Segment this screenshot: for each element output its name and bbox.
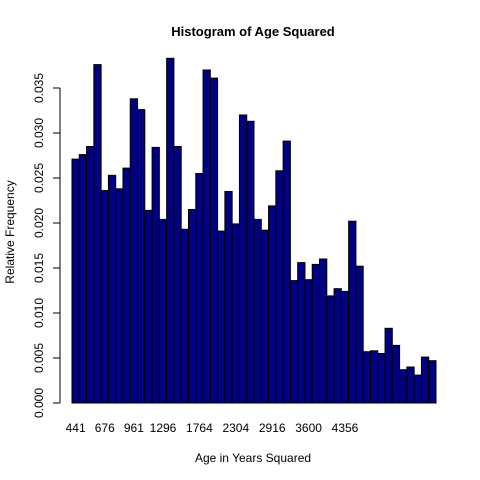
histogram-bar <box>129 98 139 404</box>
histogram-bar <box>413 374 422 404</box>
histogram-bar <box>187 209 197 404</box>
histogram-bar <box>340 290 350 404</box>
y-axis-label: Relative Frequency <box>3 180 17 283</box>
x-tick-label: 961 <box>124 421 144 435</box>
histogram-bar <box>282 140 291 404</box>
x-tick-label: 676 <box>95 421 115 435</box>
x-tick-label: 4356 <box>332 421 359 435</box>
histogram-bar <box>246 120 255 404</box>
histogram-bar <box>333 288 342 404</box>
histogram-bar <box>260 229 270 404</box>
x-tick-label: 1296 <box>150 421 177 435</box>
histogram-bar <box>107 174 117 404</box>
histogram-bar <box>100 190 109 404</box>
histogram-bar <box>420 356 430 404</box>
y-tick-label: 0.020 <box>32 208 46 238</box>
histogram-bar <box>158 218 168 404</box>
x-ticks-group: 441 676 961 1296 1764 2304 2916 3600 4356 <box>66 421 359 435</box>
x-tick-label: 3600 <box>295 421 322 435</box>
y-tick-label: 0.005 <box>32 343 46 373</box>
histogram-bar <box>289 280 299 404</box>
histogram-bar <box>268 205 277 404</box>
histogram-bar <box>275 170 284 404</box>
histogram-bar <box>195 173 204 404</box>
x-tick-label: 1764 <box>186 421 213 435</box>
histogram-bar <box>202 69 211 404</box>
y-tick-label: 0.010 <box>32 298 46 328</box>
histogram-bar <box>86 146 95 404</box>
histogram-bar <box>297 262 306 404</box>
histogram-bar <box>144 209 153 404</box>
histogram-bar <box>217 230 226 404</box>
histogram-bar <box>355 265 364 404</box>
y-tick-label: 0.015 <box>32 253 46 283</box>
histogram-bar <box>78 154 88 404</box>
y-tick-label: 0.025 <box>32 163 46 193</box>
y-ticks-group: 0.000 0.005 0.010 0.015 0.020 0.025 0.030 0.035 <box>32 73 60 418</box>
histogram-bar <box>311 263 321 404</box>
y-tick-label: 0.000 <box>32 388 46 418</box>
histogram-bar <box>326 295 335 404</box>
x-tick-label: 441 <box>66 421 86 435</box>
histogram-bar <box>137 109 146 404</box>
histogram-bar <box>180 228 189 404</box>
x-tick-label: 2304 <box>222 421 249 435</box>
histogram-bar <box>209 77 219 404</box>
histogram-bar <box>362 351 371 404</box>
histogram-bar <box>231 223 240 404</box>
histogram-bar <box>304 279 313 404</box>
histogram-bar <box>377 353 386 404</box>
bars-group <box>71 57 437 404</box>
histogram-bar <box>369 350 379 404</box>
chart-title: Histogram of Age Squared <box>171 24 335 39</box>
y-tick-label: 0.030 <box>32 118 46 148</box>
histogram-bar <box>399 369 408 404</box>
histogram-bar <box>348 220 357 404</box>
histogram-bar <box>253 218 262 404</box>
histogram-bar <box>122 167 131 404</box>
histogram-bar <box>115 188 124 404</box>
x-tick-label: 2916 <box>259 421 286 435</box>
histogram-bar <box>428 360 437 404</box>
x-axis-label: Age in Years Squared <box>195 451 311 465</box>
histogram-bar <box>319 258 328 404</box>
histogram-bar <box>224 191 233 404</box>
histogram-bar <box>391 344 401 404</box>
histogram-bar <box>166 57 175 404</box>
histogram-bar <box>406 366 415 404</box>
histogram-bar <box>238 114 248 404</box>
histogram-bar <box>384 327 393 404</box>
histogram-bar <box>173 146 182 404</box>
histogram-bar <box>151 146 160 404</box>
histogram-bar <box>93 64 102 404</box>
histogram-bar <box>71 158 80 404</box>
y-tick-label: 0.035 <box>32 73 46 103</box>
